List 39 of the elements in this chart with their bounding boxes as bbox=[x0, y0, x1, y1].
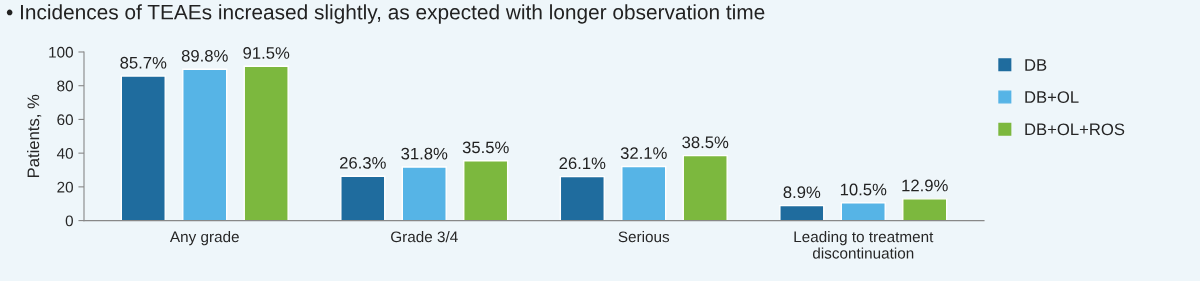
data-label: 12.9% bbox=[902, 179, 948, 192]
bar bbox=[401, 166, 447, 221]
data-label: 38.5% bbox=[682, 136, 729, 149]
y-tick-label: 40 bbox=[56, 148, 73, 159]
bar bbox=[559, 175, 605, 221]
y-axis-title: Patients, % bbox=[27, 94, 42, 178]
y-tick-label: 80 bbox=[57, 80, 73, 92]
data-label: 35.5% bbox=[462, 141, 509, 154]
x-tick-label: Leading to treatment discontinuation bbox=[794, 231, 934, 259]
y-tick-label: 60 bbox=[57, 114, 73, 126]
bar bbox=[902, 198, 948, 221]
bar bbox=[120, 75, 166, 221]
data-label: 89.8% bbox=[181, 49, 228, 62]
y-tick-label: 20 bbox=[57, 181, 73, 193]
bar bbox=[463, 160, 509, 221]
y-tick-label: 100 bbox=[49, 46, 73, 58]
data-label: 26.3% bbox=[339, 156, 386, 169]
legend-label: DB+OL+ROS bbox=[1025, 123, 1125, 136]
data-label: 26.1% bbox=[559, 157, 606, 170]
data-label: 32.1% bbox=[620, 147, 667, 159]
bar bbox=[621, 165, 667, 221]
bar bbox=[182, 68, 228, 221]
x-tick-label: Serious bbox=[618, 231, 670, 243]
y-tick-label: 0 bbox=[65, 215, 73, 227]
bar bbox=[243, 65, 289, 221]
bar bbox=[840, 202, 886, 221]
bar bbox=[340, 175, 386, 221]
legend-label: DB+OL bbox=[1025, 91, 1079, 103]
bar bbox=[682, 154, 728, 221]
chart-title: • Incidences of TEAEs increased slightly, as expected with longer observation time bbox=[6, 4, 765, 24]
data-label: 10.5% bbox=[840, 183, 887, 196]
data-label: 91.5% bbox=[243, 47, 290, 59]
x-tick-label: Any grade bbox=[169, 231, 239, 246]
bar bbox=[779, 204, 825, 221]
data-label: 8.9% bbox=[783, 186, 821, 199]
data-label: 85.7% bbox=[120, 56, 167, 69]
x-tick-label: Grade 3/4 bbox=[391, 231, 458, 243]
data-label: 31.8% bbox=[401, 147, 448, 160]
legend-label: DB bbox=[1025, 59, 1047, 71]
